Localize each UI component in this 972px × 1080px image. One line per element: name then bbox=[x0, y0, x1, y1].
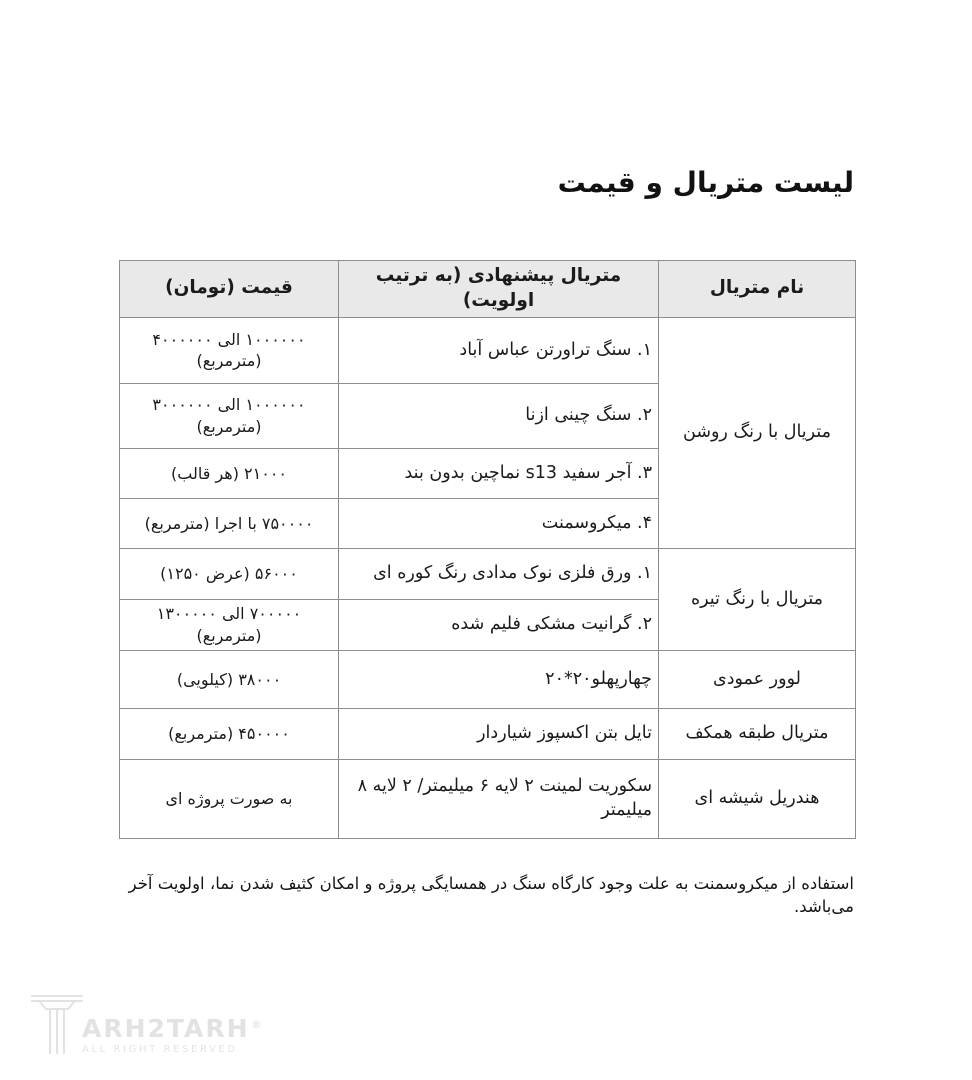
price-cell: ۷۵۰۰۰۰ با اجرا (مترمربع) bbox=[119, 497, 339, 549]
header-cell-price: قیمت (تومان) bbox=[119, 260, 339, 318]
material-cell: ۲. سنگ چینی ازنا bbox=[338, 382, 659, 449]
table-row: ۳. آجر سفید s13 نماچین بدون بند ۲۱۰۰۰ (ه… bbox=[119, 447, 856, 499]
registered-mark-icon: ® bbox=[251, 1019, 262, 1031]
table-row: ۲. گرانیت مشکی فلیم شده ۷۰۰۰۰۰ الی ۱۳۰۰۰… bbox=[119, 598, 856, 651]
price-cell: ۱۰۰۰۰۰۰ الی ۳۰۰۰۰۰۰ (مترمربع) bbox=[119, 382, 339, 449]
footnote-text: استفاده از میکروسمنت به علت وجود کارگاه … bbox=[128, 874, 854, 917]
materials-price-table: نام متریال متریال پیشنهادی (به ترتیب اول… bbox=[119, 260, 856, 839]
group-cell-light-color-materials: متریال با رنگ روشن bbox=[658, 316, 856, 549]
price-cell: ۳۸۰۰۰ (کیلویی) bbox=[119, 649, 339, 709]
table-row: متریال طبقه همکف تایل بتن اکسپوز شیاردار… bbox=[119, 707, 856, 760]
material-cell: سکوریت لمینت ۲ لایه ۶ میلیمتر/ ۲ لایه ۸ … bbox=[338, 758, 659, 839]
header-cell-suggested-material: متریال پیشنهادی (به ترتیب اولویت) bbox=[338, 260, 659, 318]
table-row: ۴. میکروسمنت ۷۵۰۰۰۰ با اجرا (مترمربع) bbox=[119, 497, 856, 549]
table-header-row: نام متریال متریال پیشنهادی (به ترتیب اول… bbox=[119, 260, 856, 318]
table-row: لوور عمودی چهارپهلو۲۰*۲۰ ۳۸۰۰۰ (کیلویی) bbox=[119, 649, 856, 709]
table-row: متریال با رنگ روشن ۱. سنگ تراورتن عباس آ… bbox=[119, 316, 856, 549]
material-cell: چهارپهلو۲۰*۲۰ bbox=[338, 649, 659, 709]
table-row: متریال با رنگ تیره ۱. ورق فلزی نوک مدادی… bbox=[119, 547, 856, 651]
table-row: ۲. سنگ چینی ازنا ۱۰۰۰۰۰۰ الی ۳۰۰۰۰۰۰ (مت… bbox=[119, 382, 856, 449]
group-cell-ground-floor-material: متریال طبقه همکف bbox=[658, 707, 856, 760]
price-cell: ۱۰۰۰۰۰۰ الی ۴۰۰۰۰۰۰ (مترمربع) bbox=[119, 316, 339, 384]
material-cell: ۱. ورق فلزی نوک مدادی رنگ کوره ای bbox=[338, 547, 659, 600]
logo-brand-line: ARH2TARH ® bbox=[82, 1016, 262, 1041]
group-cell-glass-handrail: هندریل شیشه ای bbox=[658, 758, 856, 839]
price-cell: ۷۰۰۰۰۰ الی ۱۳۰۰۰۰۰ (مترمربع) bbox=[119, 598, 339, 651]
material-cell: ۲. گرانیت مشکی فلیم شده bbox=[338, 598, 659, 651]
page-title: لیست متریال و قیمت bbox=[557, 166, 854, 199]
table-row: هندریل شیشه ای سکوریت لمینت ۲ لایه ۶ میل… bbox=[119, 758, 856, 839]
price-cell: به صورت پروژه ای bbox=[119, 758, 339, 839]
header-cell-material-name: نام متریال bbox=[658, 260, 856, 318]
material-cell: ۴. میکروسمنت bbox=[338, 497, 659, 549]
price-cell: ۲۱۰۰۰ (هر قالب) bbox=[119, 447, 339, 499]
logo-tagline: ALL RIGHT RESERVED bbox=[82, 1044, 238, 1055]
column-pillar-icon bbox=[31, 995, 83, 1054]
material-cell: ۳. آجر سفید s13 نماچین بدون بند bbox=[338, 447, 659, 499]
logo-brand-text: ARH2TARH bbox=[82, 1014, 250, 1043]
group-cell-vertical-louver: لوور عمودی bbox=[658, 649, 856, 709]
brand-logo: ARH2TARH ® ALL RIGHT RESERVED bbox=[28, 990, 262, 1056]
price-cell: ۴۵۰۰۰۰ (مترمربع) bbox=[119, 707, 339, 760]
material-cell: تایل بتن اکسپوز شیاردار bbox=[338, 707, 659, 760]
price-cell: ۵۶۰۰۰ (عرض ۱۲۵۰) bbox=[119, 547, 339, 600]
group-cell-dark-color-materials: متریال با رنگ تیره bbox=[658, 547, 856, 651]
material-cell: ۱. سنگ تراورتن عباس آباد bbox=[338, 316, 659, 384]
logo-text-block: ARH2TARH ® ALL RIGHT RESERVED bbox=[82, 1016, 262, 1055]
